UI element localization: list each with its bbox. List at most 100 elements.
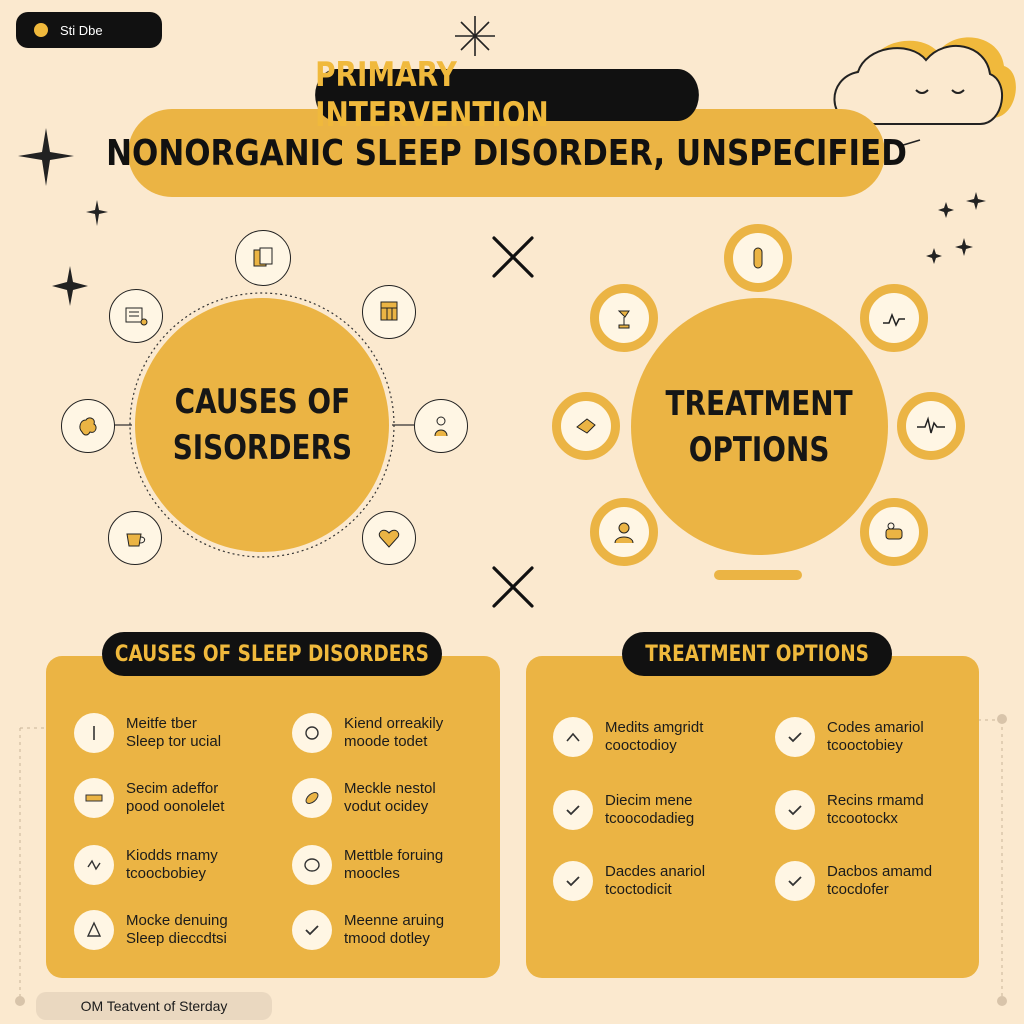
moon-icon xyxy=(34,23,48,37)
stress-icon xyxy=(74,845,114,885)
list-item[interactable]: Medits amgridt cooctodioy xyxy=(553,717,763,757)
sparkle-icon xyxy=(926,248,942,264)
list-item[interactable]: Secim adeffor pood oonolelet xyxy=(74,778,274,818)
treatment-circle-line2: OPTIONS xyxy=(689,429,830,470)
subtitle-banner xyxy=(128,109,885,197)
sparkle-icon xyxy=(938,202,954,218)
item-subtext: tcooctobiey xyxy=(827,737,903,754)
item-text: Medits amgridt xyxy=(605,719,704,736)
causes-circle-line2: SISORDERS xyxy=(172,428,352,468)
treatment-circle-line1: TREATMENT xyxy=(665,383,854,424)
heart-icon[interactable] xyxy=(362,511,416,565)
causes-circle-line1: CAUSES OF xyxy=(174,382,350,422)
causes-circle[interactable]: CAUSES OF SISORDERS xyxy=(135,298,389,552)
item-subtext: tcoocodadieg xyxy=(605,810,695,827)
item-text: Codes amariol xyxy=(827,719,924,736)
warning-icon xyxy=(74,910,114,950)
sparkle-icon xyxy=(966,192,986,210)
causes-panel xyxy=(46,656,500,978)
item-text: Recins rmamd xyxy=(827,792,924,809)
item-subtext: moocles xyxy=(344,865,400,882)
item-subtext: tccootockx xyxy=(827,810,898,827)
user-icon[interactable] xyxy=(590,498,658,566)
item-text: Dacbos amamd xyxy=(827,863,933,880)
list-item[interactable]: Meitfe tber Sleep tor ucial xyxy=(74,713,274,753)
check-icon xyxy=(292,910,332,950)
item-subtext: vodut ocidey xyxy=(344,798,429,815)
item-text: Dacdes anariol xyxy=(605,863,706,880)
item-subtext: tcoctodicit xyxy=(605,881,672,898)
bath-icon[interactable] xyxy=(860,498,928,566)
item-text: Mocke denuing xyxy=(126,912,228,929)
check-icon xyxy=(775,717,815,757)
activity-icon[interactable] xyxy=(860,284,928,352)
list-item[interactable]: Dacdes anariol tcoctodicit xyxy=(553,861,763,901)
notepad-icon[interactable] xyxy=(109,289,163,343)
hand-icon[interactable] xyxy=(552,392,620,460)
item-text: Meitfe tber xyxy=(126,715,197,732)
item-subtext: tcocdofer xyxy=(827,881,889,898)
pill-icon xyxy=(74,713,114,753)
close-icon xyxy=(492,236,534,278)
list-item[interactable]: Mettble foruing moocles xyxy=(292,845,492,885)
item-text: Kiodds rnamy xyxy=(126,847,218,864)
brain-icon[interactable] xyxy=(61,399,115,453)
sparkle-icon xyxy=(18,128,74,186)
calendar-icon[interactable] xyxy=(362,285,416,339)
sleep-tag[interactable]: Sti Dbe xyxy=(16,12,162,48)
item-subtext: Sleep dieccdtsi xyxy=(126,930,227,947)
slider-dot xyxy=(997,996,1007,1006)
causes-panel-title: CAUSES OF SLEEP DISORDERS xyxy=(102,632,442,676)
heartbeat-icon[interactable] xyxy=(897,392,965,460)
circle-icon xyxy=(292,713,332,753)
close-icon xyxy=(492,566,534,608)
item-text: Meenne aruing xyxy=(344,912,445,929)
page-subtitle: NONORGANIC SLEEP DISORDER, UNSPECIFIED xyxy=(106,132,907,174)
item-text: Kiend orreakily xyxy=(344,715,444,732)
item-subtext: tmood dotley xyxy=(344,930,430,947)
list-item[interactable]: Meenne aruing tmood dotley xyxy=(292,910,492,950)
treatment-circle[interactable]: TREATMENT OPTIONS xyxy=(631,298,888,555)
slider-dot xyxy=(15,996,25,1006)
list-item[interactable]: Kiodds rnamy tcoocbobiey xyxy=(74,845,274,885)
sleep-tag-label: Sti Dbe xyxy=(60,22,103,38)
page-title: PRIMARY INTERVENTION xyxy=(315,55,699,135)
item-subtext: moode todet xyxy=(344,733,428,750)
treatment-panel xyxy=(526,656,979,978)
list-item[interactable]: Diecim mene tcoocodadieg xyxy=(553,790,763,830)
food-icon xyxy=(292,778,332,818)
sleeping-cloud-icon xyxy=(833,37,1016,147)
sparkle-icon xyxy=(52,266,88,306)
caret-icon xyxy=(553,717,593,757)
check-icon xyxy=(553,790,593,830)
item-subtext: pood oonolelet xyxy=(126,798,225,815)
item-subtext: Sleep tor ucial xyxy=(126,733,222,750)
lamp-icon[interactable] xyxy=(590,284,658,352)
list-item[interactable]: Mocke denuing Sleep dieccdtsi xyxy=(74,910,274,950)
item-subtext: tcoocbobiey xyxy=(126,865,207,882)
item-text: Meckle nestol xyxy=(344,780,436,797)
bed-icon xyxy=(74,778,114,818)
footer-label[interactable]: OM Teatvent of Sterday xyxy=(36,992,272,1020)
item-text: Diecim mene xyxy=(605,792,693,809)
sparkle-icon xyxy=(955,238,973,256)
circle-icon xyxy=(292,845,332,885)
asterisk-icon xyxy=(455,16,495,56)
list-item[interactable]: Recins rmamd tccootockx xyxy=(775,790,975,830)
list-item[interactable]: Kiend orreakily moode todet xyxy=(292,713,492,753)
item-subtext: cooctodioy xyxy=(605,737,677,754)
sparkle-icon xyxy=(86,200,108,226)
person-icon[interactable] xyxy=(414,399,468,453)
slider-dot xyxy=(997,714,1007,724)
documents-icon[interactable] xyxy=(235,230,291,286)
item-text: Secim adeffor xyxy=(126,780,219,797)
list-item[interactable]: Codes amariol tcooctobiey xyxy=(775,717,975,757)
capsule-icon[interactable] xyxy=(724,224,792,292)
list-item[interactable]: Meckle nestol vodut ocidey xyxy=(292,778,492,818)
check-icon xyxy=(775,790,815,830)
list-item[interactable]: Dacbos amamd tcocdofer xyxy=(775,861,975,901)
treatment-panel-title: TREATMENT OPTIONS xyxy=(622,632,892,676)
item-text: Mettble foruing xyxy=(344,847,444,864)
coffee-icon[interactable] xyxy=(108,511,162,565)
